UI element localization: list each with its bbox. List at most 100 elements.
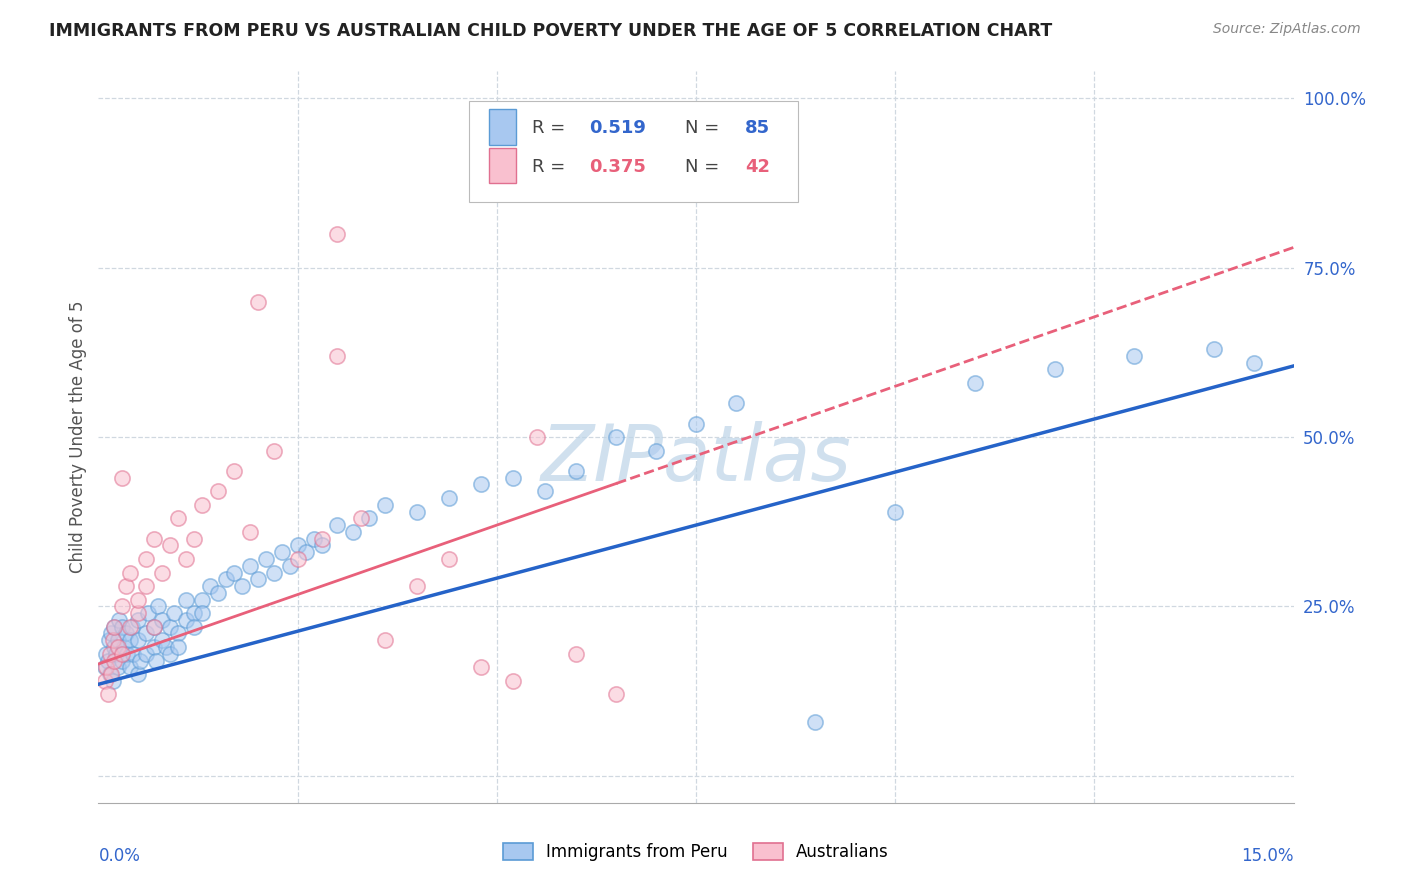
Point bbox=[94, 660, 117, 674]
Point bbox=[159, 538, 181, 552]
Point bbox=[437, 491, 460, 505]
Text: 15.0%: 15.0% bbox=[1241, 847, 1294, 864]
Point bbox=[437, 552, 460, 566]
Point bbox=[342, 524, 364, 539]
Point bbox=[159, 647, 181, 661]
Point bbox=[96, 660, 118, 674]
Point bbox=[183, 606, 205, 620]
Point bbox=[246, 294, 269, 309]
Point bbox=[963, 376, 986, 390]
Point bbox=[127, 633, 149, 648]
Point bbox=[103, 620, 125, 634]
Point bbox=[565, 647, 588, 661]
Point bbox=[112, 640, 135, 654]
Point bbox=[115, 579, 138, 593]
Point bbox=[155, 640, 177, 654]
Point bbox=[605, 688, 627, 702]
Point bbox=[107, 640, 129, 654]
Text: R =: R = bbox=[533, 158, 571, 177]
Point bbox=[645, 443, 668, 458]
Point bbox=[239, 524, 262, 539]
Point bbox=[207, 586, 229, 600]
Point bbox=[135, 626, 157, 640]
Point bbox=[804, 714, 827, 729]
Point bbox=[231, 579, 253, 593]
Point bbox=[222, 464, 245, 478]
Point bbox=[121, 620, 143, 634]
Point bbox=[406, 579, 429, 593]
Point bbox=[174, 613, 197, 627]
Point bbox=[114, 626, 136, 640]
Point bbox=[120, 566, 142, 580]
Point bbox=[167, 626, 190, 640]
Point bbox=[287, 538, 309, 552]
Text: 42: 42 bbox=[745, 158, 770, 177]
Point bbox=[565, 464, 588, 478]
Point bbox=[143, 532, 166, 546]
Point bbox=[254, 552, 277, 566]
Text: ZIPatlas: ZIPatlas bbox=[540, 421, 852, 497]
Text: 85: 85 bbox=[745, 119, 770, 136]
Text: N =: N = bbox=[685, 158, 725, 177]
Point bbox=[174, 552, 197, 566]
Point bbox=[263, 566, 285, 580]
Point bbox=[724, 396, 747, 410]
Point bbox=[191, 498, 214, 512]
Point bbox=[884, 505, 907, 519]
Point bbox=[326, 349, 349, 363]
Point bbox=[120, 633, 142, 648]
Point bbox=[605, 430, 627, 444]
Text: N =: N = bbox=[685, 119, 725, 136]
Point bbox=[107, 633, 129, 648]
Point bbox=[150, 566, 173, 580]
Point bbox=[502, 471, 524, 485]
Point bbox=[127, 606, 149, 620]
Point bbox=[97, 633, 120, 648]
Text: 0.375: 0.375 bbox=[589, 158, 647, 177]
Point bbox=[111, 647, 134, 661]
Point bbox=[122, 647, 145, 661]
Text: IMMIGRANTS FROM PERU VS AUSTRALIAN CHILD POVERTY UNDER THE AGE OF 5 CORRELATION : IMMIGRANTS FROM PERU VS AUSTRALIAN CHILD… bbox=[49, 22, 1053, 40]
Point bbox=[270, 545, 292, 559]
Point bbox=[311, 538, 333, 552]
Point bbox=[98, 647, 121, 661]
Point bbox=[526, 430, 548, 444]
Point bbox=[98, 667, 122, 681]
Point bbox=[207, 484, 229, 499]
Point bbox=[136, 606, 159, 620]
Point bbox=[502, 673, 524, 688]
Point bbox=[103, 620, 125, 634]
Legend: Immigrants from Peru, Australians: Immigrants from Peru, Australians bbox=[496, 836, 896, 868]
Point bbox=[470, 660, 492, 674]
Point bbox=[128, 654, 150, 668]
Point bbox=[100, 626, 122, 640]
Point bbox=[103, 640, 125, 654]
Point bbox=[120, 620, 142, 634]
Point bbox=[111, 654, 134, 668]
Point bbox=[326, 518, 349, 533]
Text: R =: R = bbox=[533, 119, 571, 136]
Point bbox=[326, 227, 349, 241]
Text: Source: ZipAtlas.com: Source: ZipAtlas.com bbox=[1213, 22, 1361, 37]
Point bbox=[143, 640, 166, 654]
Point bbox=[143, 620, 166, 634]
Text: 0.0%: 0.0% bbox=[98, 847, 141, 864]
Point bbox=[263, 443, 285, 458]
Point bbox=[111, 620, 134, 634]
Point bbox=[191, 606, 214, 620]
Point bbox=[191, 592, 214, 607]
Point bbox=[374, 498, 396, 512]
Point bbox=[127, 592, 149, 607]
Point bbox=[150, 613, 173, 627]
Point bbox=[97, 654, 120, 668]
Point bbox=[174, 592, 197, 607]
Point bbox=[145, 654, 167, 668]
Point bbox=[470, 477, 492, 491]
Point bbox=[685, 417, 707, 431]
FancyBboxPatch shape bbox=[489, 110, 516, 145]
Point bbox=[94, 673, 117, 688]
Point bbox=[239, 558, 262, 573]
Point bbox=[1202, 342, 1225, 356]
Point bbox=[127, 667, 149, 681]
Point bbox=[183, 532, 205, 546]
